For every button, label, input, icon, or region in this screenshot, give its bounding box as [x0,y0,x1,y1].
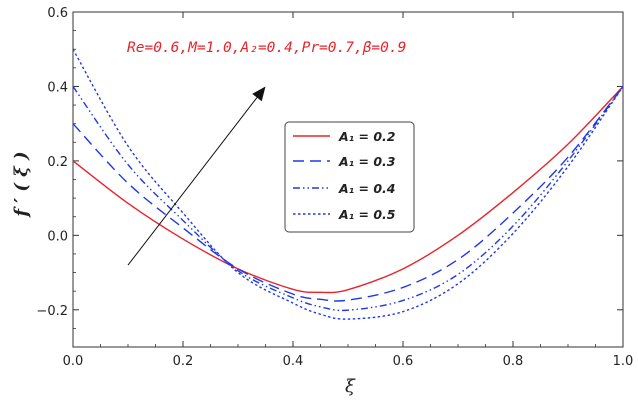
series-group [72,48,624,320]
x-tick-label: 0.2 [173,354,194,369]
x-tick-label: 0.0 [63,354,84,369]
y-axis-label: f ′ ( ξ ) [11,151,32,218]
x-tick-label: 1.0 [613,354,634,369]
y-axis: −0.2 0.0 0.2 0.4 0.6 [36,6,623,348]
y-tick-label: 0.4 [47,80,68,95]
series-line-1 [72,85,624,294]
y-tick-label: 0.6 [47,6,68,21]
trend-arrow [127,86,266,266]
y-tick-label: −0.2 [36,304,68,319]
x-axis-label: ξ [345,376,356,397]
legend-box [284,121,415,233]
legend-label: A₁ = 0.5 [338,207,396,222]
legend-label: A₁ = 0.2 [338,129,395,144]
x-tick-label: 0.6 [393,354,414,369]
y-tick-label: 0.0 [47,229,68,244]
x-tick-label: 0.4 [283,354,304,369]
y-tick-label: 0.2 [47,155,68,170]
x-tick-label: 0.8 [503,354,524,369]
arrow-shaft [127,97,258,266]
parameter-annotation: Re=0.6,M=1.0,A₂=0.4,Pr=0.7,β=0.9 [127,40,406,56]
x-axis: 0.0 0.2 0.4 0.6 0.8 1.0 [63,12,634,369]
series-line-4 [72,48,624,320]
legend-label: A₁ = 0.4 [338,181,395,196]
series-line-3 [72,86,624,312]
series-line-2 [72,86,624,302]
arrow-head [252,86,266,102]
legend: A₁ = 0.2 A₁ = 0.3 A₁ = 0.4 A₁ = 0.5 [284,121,415,233]
legend-label: A₁ = 0.3 [338,154,395,169]
